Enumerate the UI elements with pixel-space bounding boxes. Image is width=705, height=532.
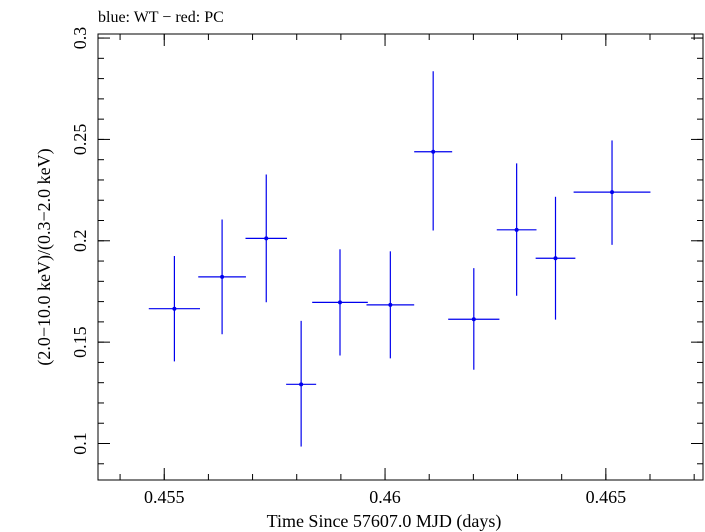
- axis-ticks: [98, 34, 703, 480]
- chart-title: blue: WT − red: PC: [98, 9, 224, 26]
- y-tick-label: 0.2: [70, 230, 90, 253]
- data-point: [553, 256, 558, 261]
- data-point: [172, 306, 177, 311]
- data-point: [388, 302, 393, 307]
- data-point: [338, 300, 342, 305]
- data-series-wt: [148, 71, 651, 447]
- x-tick-label: 0.465: [586, 487, 627, 507]
- data-point: [431, 149, 436, 154]
- axis-tick-labels: 0.455 0.46 0.465 0.1 0.15 0.2 0.25 0.3: [70, 27, 626, 507]
- data-point: [299, 382, 304, 387]
- data-point: [264, 236, 269, 241]
- data-point: [471, 317, 476, 322]
- data-point: [220, 274, 225, 279]
- y-tick-label: 0.25: [70, 124, 90, 156]
- x-tick-label: 0.46: [369, 487, 401, 507]
- y-tick-label: 0.3: [70, 27, 90, 50]
- x-axis-label: Time Since 57607.0 MJD (days): [267, 511, 502, 532]
- y-axis-label: (2.0−10.0 keV)/(0.3−2.0 keV): [34, 148, 55, 365]
- y-tick-label: 0.15: [70, 326, 90, 358]
- plot-frame: [97, 33, 704, 481]
- data-point: [610, 190, 615, 195]
- x-tick-label: 0.455: [144, 487, 185, 507]
- data-point: [514, 227, 519, 232]
- y-tick-label: 0.1: [70, 432, 90, 455]
